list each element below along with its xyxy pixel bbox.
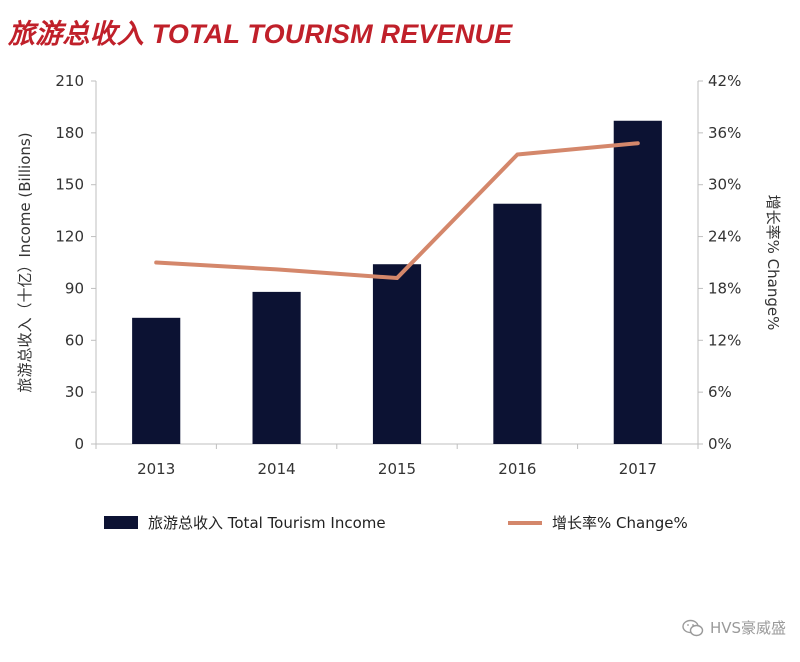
left-tick-label: 90 <box>65 279 84 297</box>
left-tick-label: 30 <box>65 383 84 401</box>
x-tick-label: 2014 <box>258 460 296 478</box>
right-tick-label: 6% <box>708 383 732 401</box>
line-path <box>154 141 640 281</box>
legend-swatch-bar <box>104 516 138 529</box>
bar <box>132 317 181 444</box>
right-tick-label: 12% <box>708 331 741 349</box>
chart-title: 旅游总收入 TOTAL TOURISM REVENUE <box>8 19 513 49</box>
bar <box>613 120 662 444</box>
x-tick-label: 2017 <box>619 460 657 478</box>
legend-item-change: 增长率% Change% <box>508 512 688 533</box>
right-tick-label: 30% <box>708 176 741 194</box>
right-tick-label: 0% <box>708 435 732 453</box>
bar <box>493 203 542 444</box>
right-tick-label: 42% <box>708 72 741 90</box>
left-tick-label: 0 <box>74 435 84 453</box>
line-series <box>154 141 640 281</box>
bar <box>372 264 422 444</box>
legend-item-income: 旅游总收入 Total Tourism Income <box>104 512 386 533</box>
legend-swatch-line <box>508 520 542 525</box>
wechat-icon <box>682 619 704 636</box>
left-axis-title: 旅游总收入（十亿）Income (Billions) <box>16 132 34 392</box>
left-tick-label: 180 <box>55 124 84 142</box>
bar <box>252 291 301 444</box>
right-tick-label: 18% <box>708 279 741 297</box>
x-tick-label: 2016 <box>498 460 536 478</box>
left-tick-label: 150 <box>55 176 84 194</box>
x-tick-label: 2015 <box>378 460 416 478</box>
right-tick-label: 24% <box>708 228 741 246</box>
x-tick-label: 2013 <box>137 460 175 478</box>
axis-labels: 0 30 60 90 120 150 180 210 0% 6% 12% 18% 24% 30% 36% 42… <box>16 72 782 478</box>
right-axis-title: 增长率% Change% <box>764 195 782 331</box>
watermark-text: HVS豪威盛 <box>709 619 786 637</box>
bar-series <box>132 120 662 444</box>
left-tick-label: 60 <box>65 331 84 349</box>
legend-label-income: 旅游总收入 Total Tourism Income <box>148 514 386 532</box>
legend-label-change: 增长率% Change% <box>552 514 688 532</box>
right-tick-label: 36% <box>708 124 741 142</box>
left-tick-label: 120 <box>55 228 84 246</box>
watermark: HVS豪威盛 <box>682 617 786 638</box>
left-tick-label: 210 <box>55 72 84 90</box>
